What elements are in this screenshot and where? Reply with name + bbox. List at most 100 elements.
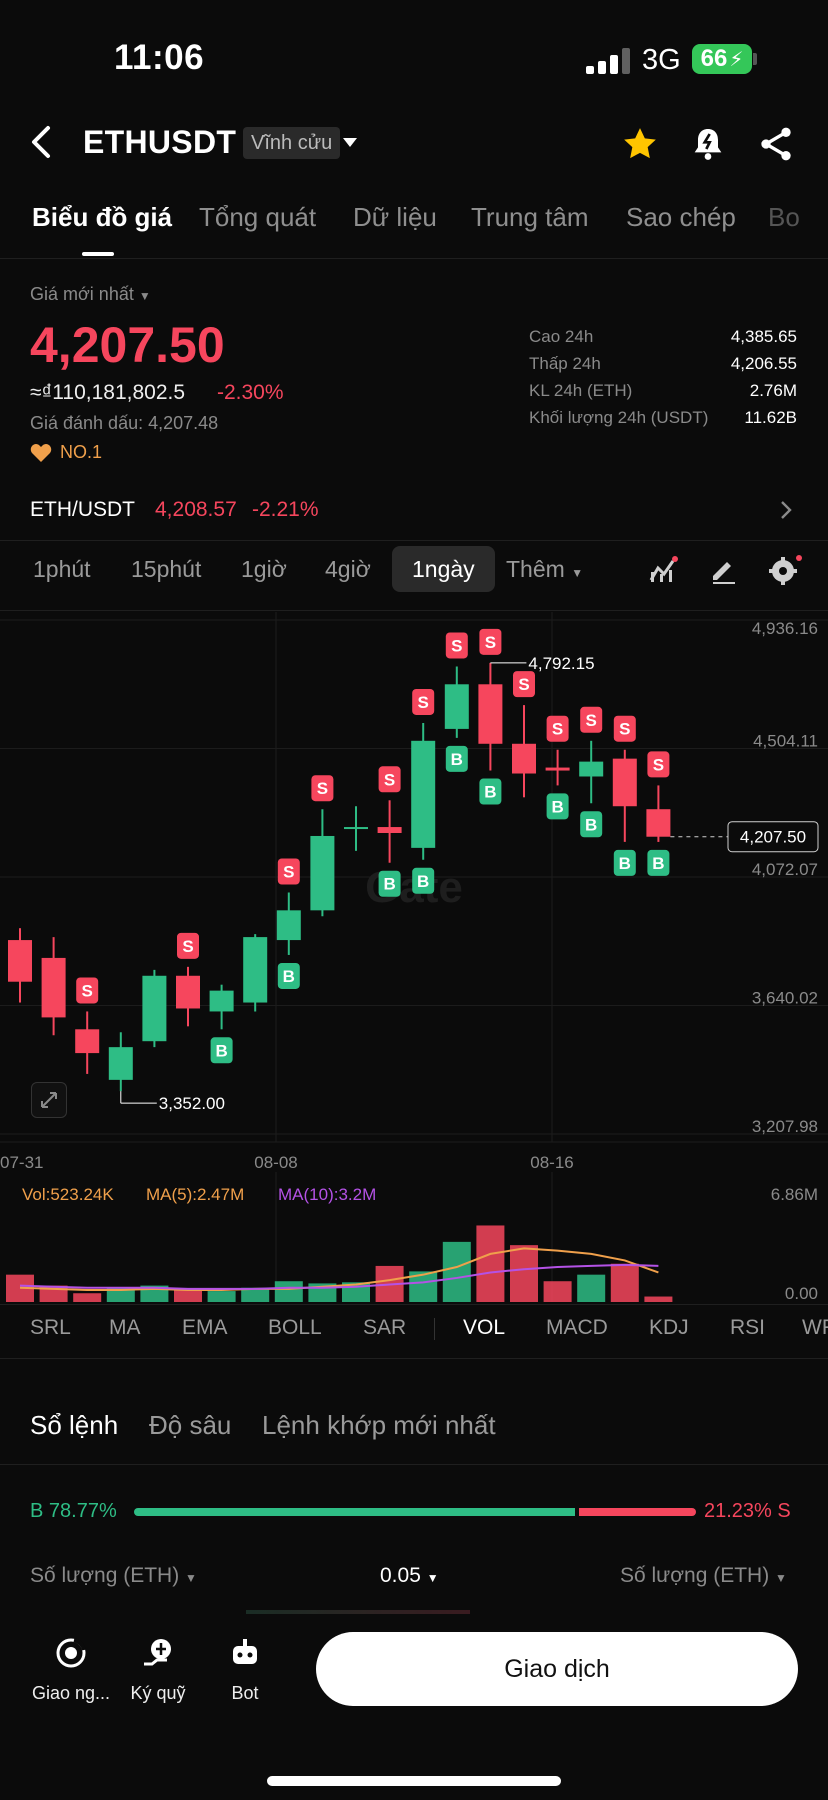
timeframe-4h[interactable]: 4giờ: [325, 556, 371, 582]
candle-body: [478, 684, 503, 744]
battery-icon: 66 ⚡: [692, 44, 752, 74]
volume-max-label: 6.86M: [771, 1185, 818, 1204]
caret-down-icon: ▼: [185, 1571, 197, 1585]
buy-sell-ratio-bar: [134, 1508, 696, 1516]
copy-trade-icon: [56, 1638, 86, 1668]
tab-orderbook[interactable]: Sổ lệnh: [30, 1410, 119, 1440]
left-column-label: Số lượng (ETH): [30, 1564, 180, 1587]
draw-tool-pencil-icon[interactable]: [709, 556, 737, 589]
left-column-selector[interactable]: Số lượng (ETH) ▼: [30, 1564, 197, 1588]
buy-marker: [445, 745, 468, 772]
tab-data[interactable]: Dữ liệu: [353, 202, 437, 232]
buy-marker-label: B: [383, 875, 395, 894]
timeframe-1m[interactable]: 1phút: [33, 556, 91, 582]
indicator-vol[interactable]: VOL: [463, 1316, 506, 1339]
volume-bar: [510, 1245, 538, 1302]
trade-button[interactable]: Giao dịch: [316, 1632, 798, 1706]
spot-price-row[interactable]: ETH/USDT 4,208.57 -2.21%: [0, 490, 828, 530]
indicator-macd[interactable]: MACD: [546, 1316, 608, 1339]
indicator-boll[interactable]: BOLL: [268, 1316, 322, 1339]
indicator-rsi[interactable]: RSI: [730, 1316, 766, 1339]
spot-price: 4,208.57: [155, 498, 237, 521]
right-column-selector[interactable]: Số lượng (ETH) ▼: [620, 1564, 787, 1588]
candle-body: [176, 975, 200, 1009]
precision-value: 0.05: [380, 1564, 421, 1587]
timeframe-more[interactable]: Thêm ▼: [506, 546, 583, 592]
stat-label: Cao 24h: [529, 327, 594, 346]
indicator-ma[interactable]: MA: [109, 1316, 141, 1339]
tab-more[interactable]: Bo: [768, 202, 800, 232]
indicator-sar[interactable]: SAR: [363, 1316, 407, 1339]
volume-bar: [543, 1281, 572, 1302]
sell-marker: [412, 688, 435, 715]
network-type: 3G: [642, 44, 681, 76]
signal-icon: [586, 48, 630, 74]
chart-settings-gear-icon[interactable]: [768, 554, 802, 591]
candle-body: [41, 957, 66, 1018]
fullscreen-button[interactable]: [31, 1082, 67, 1118]
buy-marker: [647, 849, 670, 876]
share-icon[interactable]: [756, 124, 796, 164]
last-price-tag-label: 4,207.50: [740, 828, 806, 847]
buy-marker: [613, 849, 636, 876]
favorite-star-icon[interactable]: [620, 124, 660, 164]
timeframe-15m[interactable]: 15phút: [131, 556, 202, 582]
tab-copy[interactable]: Sao chép: [626, 202, 736, 232]
sell-marker-label: S: [619, 720, 630, 739]
timeframe-1d[interactable]: 1ngày: [392, 546, 495, 592]
candle-body: [75, 1029, 100, 1054]
caret-down-icon: ▼: [138, 289, 151, 303]
buy-marker-label: B: [451, 750, 463, 769]
sell-marker: [479, 628, 502, 655]
precision-selector[interactable]: 0.05 ▼: [380, 1564, 439, 1588]
buy-marker-label: B: [652, 854, 664, 873]
caret-down-icon[interactable]: [342, 136, 358, 154]
rank-badge[interactable]: NO.1: [30, 442, 102, 463]
nav-margin[interactable]: Ký quỹ: [113, 1636, 203, 1704]
tab-chart[interactable]: Biểu đồ giá: [32, 202, 173, 232]
stats-block: Cao 24h 4,385.65 Thấp 24h 4,206.55 KL 24h …: [529, 327, 797, 435]
indicator-srl[interactable]: SRL: [30, 1316, 71, 1339]
ma5-line: [19, 1247, 659, 1291]
divider: [0, 258, 828, 259]
stat-label: KL 24h (ETH): [529, 381, 633, 400]
max-price-label: 4,792.15: [528, 654, 594, 673]
timeframe-1h[interactable]: 1giờ: [241, 556, 287, 582]
sell-marker-label: S: [552, 720, 563, 739]
home-indicator: [267, 1776, 561, 1786]
divider: [0, 1358, 828, 1359]
tab-recent-trades[interactable]: Lệnh khớp mới nhất: [262, 1410, 496, 1440]
sell-marker: [580, 706, 603, 733]
sell-marker-label: S: [485, 633, 496, 652]
price-chart[interactable]: 4,936.16 4,504.11 4,072.07 3,640.02 3,207.98…: [0, 612, 828, 1312]
volume-bar: [241, 1287, 270, 1302]
buy-ratio-fill: [134, 1508, 575, 1516]
indicator-kdj[interactable]: KDJ: [649, 1316, 689, 1339]
indicator-wr[interactable]: WR: [802, 1316, 828, 1339]
candle-body: [310, 835, 335, 911]
tab-center[interactable]: Trung tâm: [471, 202, 589, 232]
contract-type-badge[interactable]: Vĩnh cửu: [243, 127, 341, 159]
candle-body: [8, 940, 32, 982]
indicator-settings-icon[interactable]: [648, 556, 678, 589]
nav-bot-label: Bot: [231, 1683, 259, 1703]
battery-level: 66: [700, 45, 728, 72]
candle-body: [276, 910, 301, 941]
buy-marker-label: B: [283, 967, 295, 986]
tab-overview[interactable]: Tổng quát: [199, 202, 317, 232]
tab-depth[interactable]: Độ sâu: [149, 1410, 232, 1440]
price-alert-bell-icon[interactable]: [688, 124, 728, 164]
sell-marker-label: S: [653, 755, 664, 774]
back-button[interactable]: [28, 124, 56, 160]
mark-price: Giá đánh dấu: 4,207.48: [30, 413, 219, 433]
nav-copy-trade[interactable]: Giao ng...: [26, 1636, 116, 1704]
rank-label: NO.1: [60, 442, 103, 462]
chevron-right-icon: [781, 501, 792, 519]
price-type-selector[interactable]: Giá mới nhất ▼: [30, 284, 151, 305]
volume-bar: [73, 1293, 102, 1302]
nav-bot[interactable]: Bot: [200, 1636, 290, 1704]
symbol-title[interactable]: ETHUSDT: [83, 124, 237, 160]
indicator-ema[interactable]: EMA: [182, 1316, 228, 1339]
last-price: 4,207.50: [30, 317, 225, 373]
buy-marker: [412, 867, 435, 894]
